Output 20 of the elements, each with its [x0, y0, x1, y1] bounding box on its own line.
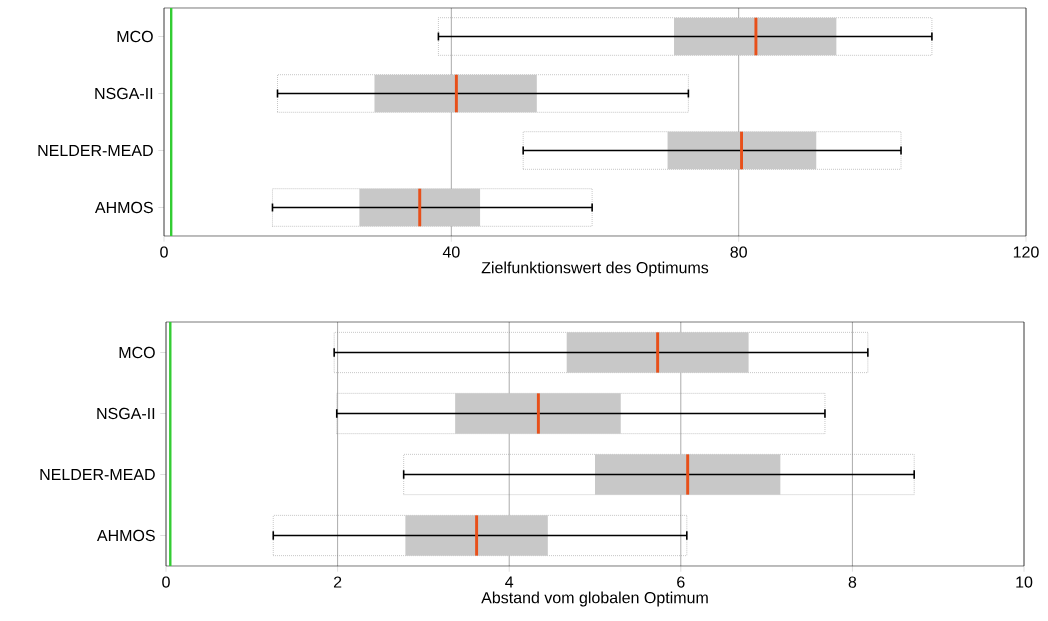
- x-tick-label: 6: [677, 576, 685, 588]
- y-tick-label: AHMOS: [94, 201, 153, 214]
- x-tick-label: 80: [730, 246, 747, 258]
- x-tick-label: 10: [1016, 576, 1033, 588]
- y-tick-label: NELDER-MEAD: [40, 469, 155, 481]
- x-tick-label: 120: [1013, 246, 1039, 258]
- y-tick-label: NSGA-II: [95, 87, 153, 100]
- x-axis-title: Abstand vom globalen Optimum: [481, 591, 708, 607]
- x-tick-label: 2: [333, 576, 342, 588]
- y-tick-label: NSGA-II: [97, 407, 155, 420]
- y-tick-label: NELDER-MEAD: [38, 145, 153, 156]
- y-tick-label: AHMOS: [96, 529, 155, 542]
- x-tick-label: 8: [848, 576, 857, 588]
- x-axis-title: Zielfunktionswert des Optimums: [481, 261, 709, 277]
- x-tick-label: 0: [162, 576, 170, 588]
- y-tick-label: MCO: [117, 30, 153, 43]
- x-tick-label: 40: [442, 246, 460, 258]
- x-tick-label: 4: [505, 576, 514, 588]
- y-tick-label: MCO: [119, 346, 155, 359]
- x-tick-label: 0: [160, 246, 168, 258]
